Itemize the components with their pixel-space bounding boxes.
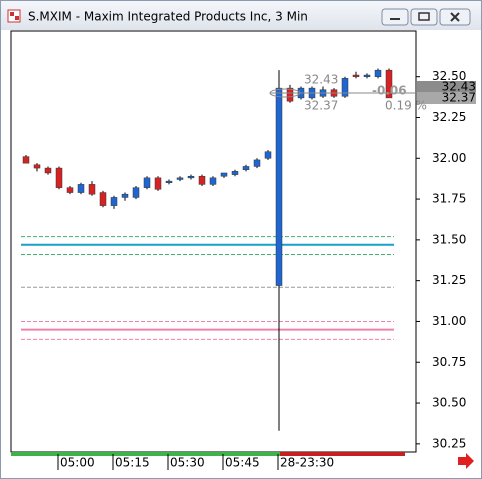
- candle-body: [99, 192, 107, 206]
- plot-area: [10, 30, 417, 453]
- candle-body: [242, 166, 250, 170]
- maximize-button[interactable]: [410, 8, 438, 26]
- session-bar: [11, 452, 280, 456]
- session-bar: [280, 452, 405, 456]
- candle-body: [352, 74, 360, 77]
- candle-body: [176, 177, 184, 180]
- candle-body: [374, 69, 382, 77]
- candle-body: [275, 87, 283, 286]
- annotation: 0.19 %: [385, 99, 427, 113]
- close-button[interactable]: [439, 8, 471, 26]
- x-tick-label: 05:15: [115, 456, 150, 470]
- price-label: 32.37: [442, 91, 476, 105]
- button-box[interactable]: [381, 8, 409, 26]
- scroll-arrow[interactable]: [458, 453, 474, 469]
- app-icon-dot: [15, 16, 19, 20]
- y-tick-label: 32.00: [432, 151, 466, 165]
- candle-body: [253, 159, 261, 167]
- candle-body: [154, 177, 162, 190]
- candle-body: [165, 180, 173, 184]
- candle-body: [110, 197, 118, 206]
- y-tick-label: 30.75: [432, 355, 466, 369]
- candle-body: [363, 74, 371, 77]
- candle-body: [209, 177, 217, 185]
- x-tick-label: 05:30: [170, 456, 205, 470]
- y-tick-label: 31.25: [432, 273, 466, 287]
- candle-body: [187, 175, 195, 179]
- candle-body: [132, 187, 140, 198]
- candle-body: [341, 78, 349, 97]
- y-tick-label: 31.75: [432, 192, 466, 206]
- quote-marker: [269, 88, 301, 98]
- candle-body: [286, 87, 294, 102]
- price-label-box: [417, 81, 476, 93]
- y-tick-label: 30.50: [432, 396, 466, 410]
- button-glyph: [450, 12, 460, 22]
- y-tick-label: 32.50: [432, 69, 466, 83]
- candle-body: [385, 69, 393, 99]
- candle-body: [198, 175, 206, 185]
- y-tick-label: 31.50: [432, 232, 466, 246]
- button-glyph: [418, 12, 430, 21]
- annotation: -0.06: [372, 84, 407, 98]
- button-box[interactable]: [410, 8, 438, 26]
- y-tick-label: 32.25: [432, 110, 466, 124]
- annotation: 32.43: [304, 73, 338, 87]
- minimize-button[interactable]: [381, 8, 409, 26]
- y-tick-label: 30.25: [432, 436, 466, 450]
- app-icon-dot: [10, 12, 14, 16]
- y-tick-label: 31.00: [432, 314, 466, 328]
- candle-body: [143, 177, 151, 188]
- window-title: S.MXIM - Maxim Integrated Products Inc, …: [28, 10, 308, 24]
- candle-body: [33, 164, 41, 169]
- candle-body: [66, 187, 74, 193]
- candle-body: [88, 184, 96, 195]
- candle-body: [231, 171, 239, 175]
- candle-body: [77, 184, 85, 193]
- x-tick-label: 05:00: [60, 456, 95, 470]
- candle-body: [121, 193, 129, 198]
- x-tick-label: 28-23:30: [280, 456, 334, 470]
- candle-body: [264, 151, 272, 159]
- candle-body: [22, 156, 30, 164]
- button-glyph: [390, 18, 400, 20]
- price-label: 32.43: [442, 80, 476, 94]
- price-label-box: [417, 92, 476, 104]
- candle-body: [220, 172, 228, 177]
- annotation: 32.37: [304, 99, 338, 113]
- x-tick-label: 05:45: [225, 456, 260, 470]
- candle-body: [55, 167, 63, 188]
- candle-body: [44, 167, 52, 174]
